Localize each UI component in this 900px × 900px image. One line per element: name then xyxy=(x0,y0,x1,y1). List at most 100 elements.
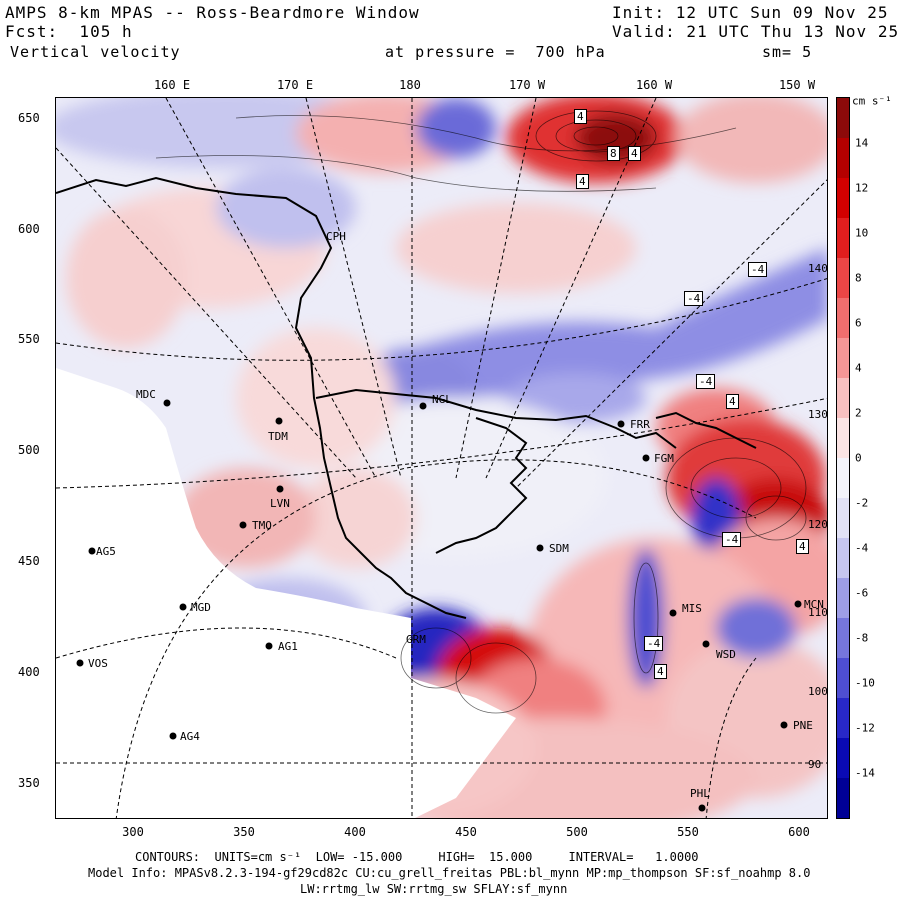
station-label: NGL xyxy=(432,393,452,406)
station-marker[interactable] xyxy=(669,609,677,617)
x-tick: 350 xyxy=(233,825,255,839)
station-label: SDM xyxy=(549,542,569,555)
station-marker[interactable] xyxy=(794,600,802,608)
station-label: WSD xyxy=(716,648,736,661)
x-tick: 550 xyxy=(677,825,699,839)
field-name: Vertical velocity xyxy=(10,43,181,61)
model-info-2: LW:rrtmg_lw SW:rrtmg_sw SFLAY:sf_mynn xyxy=(300,882,568,896)
station-label: GRM xyxy=(406,633,426,646)
station-label: FRR xyxy=(630,418,650,431)
coastline xyxy=(56,176,757,619)
y-tick: 550 xyxy=(18,332,40,346)
lon-label: 170 W xyxy=(508,78,546,92)
station-marker[interactable] xyxy=(642,454,650,462)
colorbar-label: 2 xyxy=(855,406,862,420)
contour-label: 4 xyxy=(726,394,739,409)
contour-label: 4 xyxy=(574,109,587,124)
station-label: LVN xyxy=(270,497,290,510)
side-lon-label: 110 W xyxy=(808,606,828,619)
contour-label: -4 xyxy=(644,636,664,651)
colorbar-label: -14 xyxy=(855,766,875,780)
colorbar-label: 0 xyxy=(855,451,862,465)
station-marker[interactable] xyxy=(702,640,710,648)
colorbar-label: 6 xyxy=(855,316,862,330)
colorbar xyxy=(836,97,850,819)
contour-label: 4 xyxy=(654,664,667,679)
y-tick: 600 xyxy=(18,222,40,236)
station-marker[interactable] xyxy=(239,521,247,529)
station-marker[interactable] xyxy=(780,721,788,729)
forecast-hour: Fcst: 105 h xyxy=(5,22,133,41)
pressure-level: at pressure = 700 hPa xyxy=(385,43,606,61)
station-marker[interactable] xyxy=(536,544,544,552)
contour-label: 4 xyxy=(796,539,809,554)
y-tick: 500 xyxy=(18,443,40,457)
station-marker[interactable] xyxy=(179,603,187,611)
side-lon-label: 140 W xyxy=(808,262,828,275)
station-label: FGM xyxy=(654,452,674,465)
lon-label: 160 E xyxy=(153,78,191,92)
y-tick: 350 xyxy=(18,776,40,790)
map-title: AMPS 8-km MPAS -- Ross-Beardmore Window xyxy=(5,3,420,22)
contour-lines xyxy=(155,110,807,714)
y-tick: 450 xyxy=(18,554,40,568)
station-label: MCN xyxy=(804,598,824,611)
lon-label: 180 xyxy=(399,78,421,92)
station-label: PNE xyxy=(793,719,813,732)
colorbar-label: -2 xyxy=(855,496,869,510)
station-marker[interactable] xyxy=(276,485,284,493)
contour-label: -4 xyxy=(722,532,742,547)
y-tick: 400 xyxy=(18,665,40,679)
station-marker[interactable] xyxy=(419,402,427,410)
colorbar-label: 4 xyxy=(855,361,862,375)
graticule xyxy=(56,98,827,818)
contour-label: 4 xyxy=(576,174,589,189)
colorbar-label: 12 xyxy=(855,181,869,195)
station-marker[interactable] xyxy=(265,642,273,650)
station-marker[interactable] xyxy=(163,399,171,407)
colorbar-units: cm s⁻¹ xyxy=(852,94,892,108)
station-label: VOS xyxy=(88,657,108,670)
colorbar-label: 8 xyxy=(855,271,862,285)
station-label: AG5 xyxy=(96,545,116,558)
side-lon-label: 130 W xyxy=(808,408,828,421)
map-svg xyxy=(56,98,827,818)
station-marker[interactable] xyxy=(88,547,96,555)
station-label: AG1 xyxy=(278,640,298,653)
x-tick: 500 xyxy=(566,825,588,839)
valid-time: Valid: 21 UTC Thu 13 Nov 25 xyxy=(612,22,900,41)
x-tick: 300 xyxy=(122,825,144,839)
no-data-region xyxy=(56,368,411,818)
x-tick: 600 xyxy=(788,825,810,839)
station-label: MGD xyxy=(191,601,211,614)
station-label: MIS xyxy=(682,602,702,615)
lon-label: 170 E xyxy=(276,78,314,92)
colorbar-label: -4 xyxy=(855,541,869,555)
colorbar-label: -12 xyxy=(855,721,875,735)
colorbar-label: -6 xyxy=(855,586,869,600)
smoothing: sm= 5 xyxy=(762,43,813,61)
station-marker[interactable] xyxy=(275,417,283,425)
station-label: PHL xyxy=(690,787,710,800)
station-marker[interactable] xyxy=(169,732,177,740)
station-label: TDM xyxy=(268,430,288,443)
station-marker[interactable] xyxy=(698,804,706,812)
colorbar-label: -10 xyxy=(855,676,875,690)
lon-label: 160 W xyxy=(635,78,673,92)
contour-label: -4 xyxy=(748,262,768,277)
side-lon-label: 100 W xyxy=(808,685,828,698)
side-lon-label: 120 W xyxy=(808,518,828,531)
y-tick: 650 xyxy=(18,111,40,125)
contour-label: 8 xyxy=(607,146,620,161)
init-time: Init: 12 UTC Sun 09 Nov 25 xyxy=(612,3,889,22)
side-lon-label: 90 W xyxy=(808,758,827,771)
station-label: MDC xyxy=(136,388,156,401)
contour-label: 4 xyxy=(628,146,641,161)
model-info: Model Info: MPASv8.2.3-194-gf29cd82c CU:… xyxy=(88,866,811,880)
station-marker[interactable] xyxy=(76,659,84,667)
x-tick: 450 xyxy=(455,825,477,839)
contour-info: CONTOURS: UNITS=cm s⁻¹ LOW= -15.000 HIGH… xyxy=(135,850,699,864)
station-marker[interactable] xyxy=(617,420,625,428)
map-panel[interactable]: 4 8 4 4 -4 -4 -4 4 4 4 -4 -4 140 W 130 W… xyxy=(55,97,828,819)
contour-label: -4 xyxy=(696,374,716,389)
